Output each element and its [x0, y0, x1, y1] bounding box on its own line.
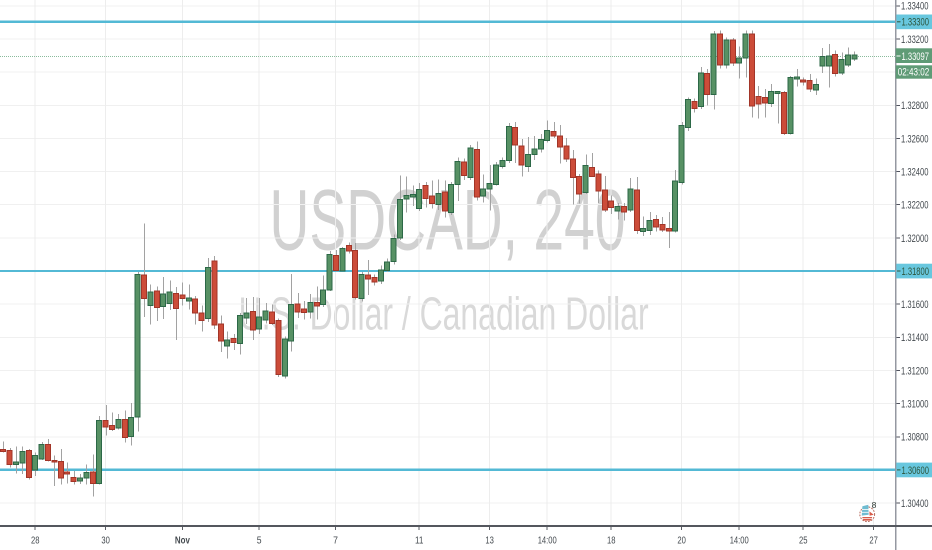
svg-text:1.32000: 1.32000 — [901, 233, 929, 245]
svg-text:1.33300: 1.33300 — [902, 17, 930, 29]
svg-text:1.31200: 1.31200 — [901, 365, 929, 377]
svg-text:27: 27 — [869, 536, 878, 547]
svg-text:1.32200: 1.32200 — [901, 200, 929, 212]
svg-text:13: 13 — [485, 536, 494, 547]
svg-text:1.31400: 1.31400 — [901, 332, 929, 344]
svg-text:30: 30 — [101, 536, 110, 547]
svg-text:14:00: 14:00 — [538, 536, 557, 547]
svg-text:1.31800: 1.31800 — [902, 266, 930, 278]
svg-text:1.30600: 1.30600 — [902, 465, 930, 477]
svg-text:1.33200: 1.33200 — [901, 34, 929, 46]
svg-text:20: 20 — [677, 536, 686, 547]
svg-text:25: 25 — [799, 536, 808, 547]
svg-text:U.S. Dollar / Canadian Dollar: U.S. Dollar / Canadian Dollar — [239, 288, 649, 340]
svg-text:28: 28 — [31, 536, 40, 547]
svg-text:1.30800: 1.30800 — [901, 432, 929, 444]
svg-text:1.33097: 1.33097 — [902, 51, 930, 63]
svg-text:1.32800: 1.32800 — [901, 100, 929, 112]
svg-text:8: 8 — [872, 500, 877, 510]
svg-text:Nov: Nov — [175, 536, 190, 547]
svg-text:1.30400: 1.30400 — [901, 498, 929, 510]
svg-text:1.32600: 1.32600 — [901, 133, 929, 145]
svg-text:1.31000: 1.31000 — [901, 399, 929, 411]
svg-text:USDCAD, 240: USDCAD, 240 — [270, 173, 626, 269]
svg-text:02:43:02: 02:43:02 — [898, 67, 930, 79]
svg-text:11: 11 — [415, 536, 424, 547]
svg-text:18: 18 — [607, 536, 616, 547]
svg-text:7: 7 — [333, 536, 338, 547]
svg-text:1.33400: 1.33400 — [901, 1, 929, 13]
svg-text:5: 5 — [257, 536, 262, 547]
svg-text:1.32400: 1.32400 — [901, 167, 929, 179]
svg-text:14:00: 14:00 — [730, 536, 749, 547]
svg-text:1.31600: 1.31600 — [901, 299, 929, 311]
